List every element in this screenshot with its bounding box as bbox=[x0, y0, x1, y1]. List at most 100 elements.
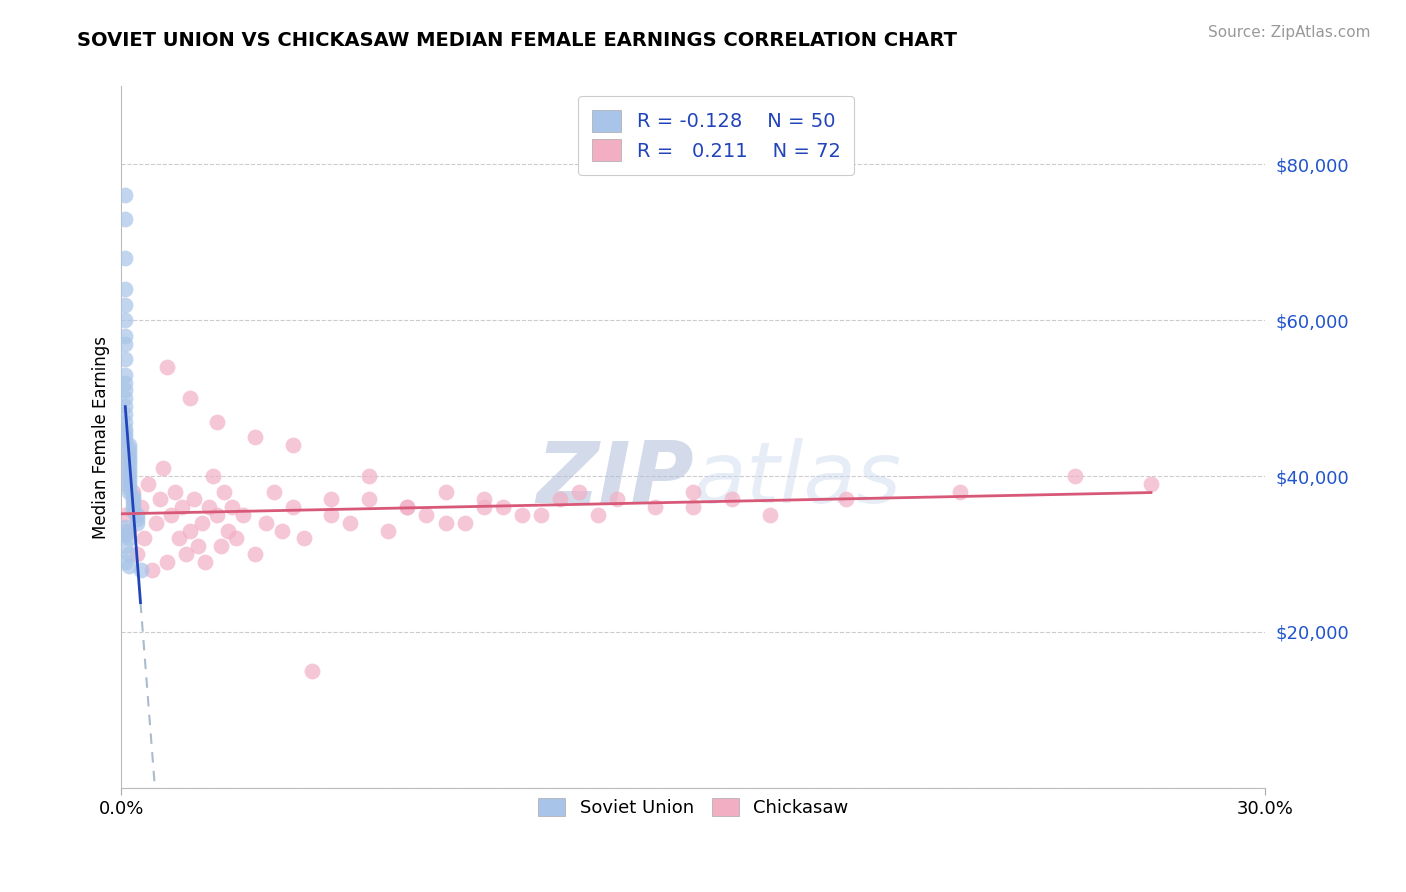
Point bbox=[118, 458, 141, 472]
Point bbox=[114, 352, 136, 367]
Point bbox=[682, 484, 704, 499]
Point bbox=[114, 211, 136, 226]
Point bbox=[125, 508, 148, 522]
Point bbox=[179, 524, 201, 538]
Point bbox=[172, 500, 194, 515]
Point bbox=[134, 532, 156, 546]
Point bbox=[190, 516, 212, 530]
Point bbox=[179, 391, 201, 405]
Point bbox=[114, 520, 136, 534]
Point bbox=[359, 469, 381, 483]
Point bbox=[118, 558, 141, 573]
Point bbox=[254, 516, 277, 530]
Point bbox=[114, 376, 136, 390]
Point bbox=[270, 524, 292, 538]
Text: ZIP: ZIP bbox=[536, 438, 693, 521]
Point bbox=[114, 527, 136, 541]
Point bbox=[201, 469, 224, 483]
Point bbox=[214, 484, 236, 499]
Point bbox=[114, 434, 136, 448]
Point bbox=[758, 508, 780, 522]
Point bbox=[221, 500, 243, 515]
Point bbox=[163, 484, 186, 499]
Point bbox=[205, 415, 228, 429]
Y-axis label: Median Female Earnings: Median Female Earnings bbox=[93, 335, 110, 539]
Point bbox=[281, 438, 304, 452]
Point bbox=[114, 422, 136, 436]
Point bbox=[118, 532, 141, 546]
Point bbox=[114, 251, 136, 265]
Point bbox=[114, 188, 136, 202]
Point bbox=[114, 430, 136, 444]
Point bbox=[187, 539, 209, 553]
Text: atlas: atlas bbox=[693, 438, 901, 521]
Point bbox=[472, 500, 495, 515]
Point bbox=[152, 461, 174, 475]
Text: Source: ZipAtlas.com: Source: ZipAtlas.com bbox=[1208, 25, 1371, 40]
Point bbox=[129, 500, 152, 515]
Legend: Soviet Union, Chickasaw: Soviet Union, Chickasaw bbox=[531, 790, 856, 824]
Point bbox=[114, 328, 136, 343]
Point bbox=[243, 547, 266, 561]
Point bbox=[183, 492, 205, 507]
Point bbox=[510, 508, 533, 522]
Point bbox=[118, 461, 141, 475]
Point bbox=[321, 508, 343, 522]
Point bbox=[606, 492, 628, 507]
Point bbox=[118, 453, 141, 467]
Point bbox=[492, 500, 515, 515]
Point bbox=[453, 516, 475, 530]
Point bbox=[114, 415, 136, 429]
Point bbox=[949, 484, 972, 499]
Point bbox=[198, 500, 221, 515]
Point bbox=[114, 407, 136, 421]
Point bbox=[118, 484, 141, 499]
Point bbox=[114, 426, 136, 441]
Point bbox=[114, 391, 136, 405]
Point bbox=[281, 500, 304, 515]
Point bbox=[217, 524, 239, 538]
Point bbox=[114, 313, 136, 327]
Point bbox=[415, 508, 437, 522]
Text: SOVIET UNION VS CHICKASAW MEDIAN FEMALE EARNINGS CORRELATION CHART: SOVIET UNION VS CHICKASAW MEDIAN FEMALE … bbox=[77, 31, 957, 50]
Point bbox=[114, 508, 136, 522]
Point bbox=[682, 500, 704, 515]
Point bbox=[434, 484, 457, 499]
Point bbox=[194, 555, 217, 569]
Point bbox=[644, 500, 666, 515]
Point bbox=[396, 500, 419, 515]
Point bbox=[835, 492, 858, 507]
Point bbox=[434, 516, 457, 530]
Point bbox=[114, 539, 136, 553]
Point bbox=[263, 484, 285, 499]
Point bbox=[122, 492, 145, 507]
Point bbox=[122, 496, 145, 510]
Point bbox=[114, 297, 136, 311]
Point bbox=[118, 446, 141, 460]
Point bbox=[472, 492, 495, 507]
Point bbox=[122, 484, 145, 499]
Point bbox=[114, 384, 136, 398]
Point bbox=[167, 532, 190, 546]
Point bbox=[114, 336, 136, 351]
Point bbox=[122, 504, 145, 518]
Point bbox=[118, 473, 141, 487]
Point bbox=[125, 512, 148, 526]
Point bbox=[205, 508, 228, 522]
Point bbox=[294, 532, 316, 546]
Point bbox=[377, 524, 399, 538]
Point bbox=[1063, 469, 1085, 483]
Point bbox=[118, 481, 141, 495]
Point bbox=[156, 359, 179, 374]
Point bbox=[396, 500, 419, 515]
Point bbox=[118, 524, 141, 538]
Point bbox=[118, 469, 141, 483]
Point bbox=[114, 555, 136, 569]
Point bbox=[160, 508, 183, 522]
Point bbox=[530, 508, 553, 522]
Point bbox=[136, 476, 159, 491]
Point bbox=[118, 442, 141, 456]
Point bbox=[209, 539, 232, 553]
Point bbox=[141, 563, 163, 577]
Point bbox=[225, 532, 247, 546]
